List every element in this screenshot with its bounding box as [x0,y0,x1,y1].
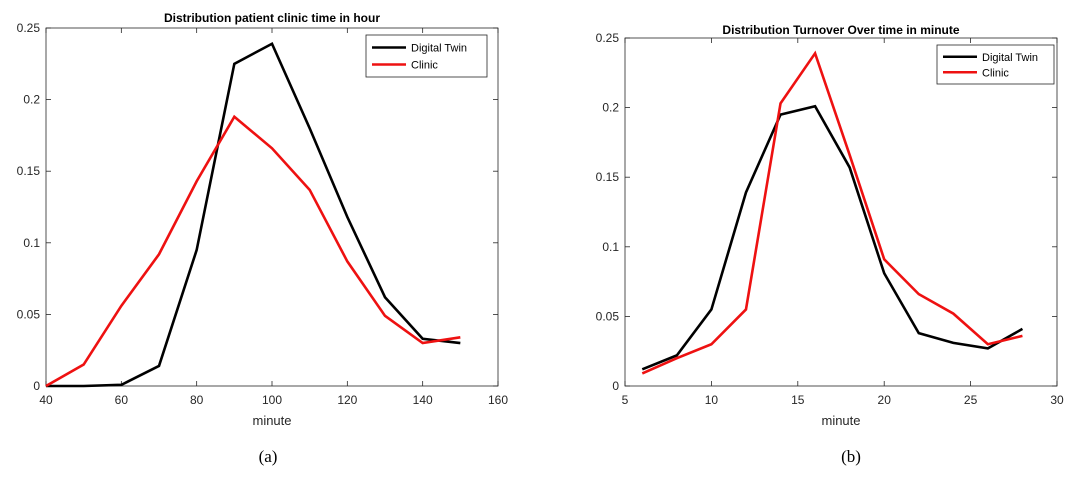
y-tick-label: 0.1 [23,236,40,250]
y-tick-label: 0 [33,379,40,393]
x-tick-label: 25 [964,393,978,407]
chart-panel-b: minute (b) 5 10 15 20 25 30 0 0.05 0.1 0.15 0.2 0.2… [596,23,1064,466]
plot-area [45,27,499,387]
series-line-digital-twin [641,104,1024,371]
legend-entry: Digital Twin [411,43,467,55]
y-tick-label: 0.25 [596,31,620,45]
series-line-clinic [45,114,461,388]
legend-entry: Digital Twin [982,52,1038,64]
legend-entry: Clinic [411,60,438,72]
y-tick-label: 0 [612,379,619,393]
plot-area [624,37,1058,387]
x-tick-label: 5 [622,393,629,407]
x-tick-label: 120 [337,393,357,407]
x-tick-label: 60 [115,393,129,407]
x-tick-label: 20 [878,393,892,407]
x-tick-label: 140 [413,393,433,407]
x-tick-label: 80 [190,393,204,407]
chart-title: Distribution patient clinic time in hour [164,11,380,25]
panel-caption: (a) [259,447,278,466]
y-tick-label: 0.25 [17,21,41,35]
y-tick-label: 0.2 [602,101,619,115]
y-tick-label: 0.05 [17,307,41,321]
legend-box [365,34,488,78]
chart-title: Distribution Turnover Over time in minut… [722,23,959,37]
series-line-clinic [641,50,1023,375]
legend-entry: Clinic [982,67,1009,79]
x-tick-label: 15 [791,393,805,407]
x-axis-label: minute [821,413,860,428]
series-line-digital-twin [46,41,461,388]
x-tick-label: 30 [1050,393,1064,407]
legend: Digital Twin Clinic [365,34,488,78]
y-tick-label: 0.15 [17,164,41,178]
legend: Digital Twin Clinic [936,44,1055,85]
x-tick-label: 160 [488,393,508,407]
y-tick-label: 0.05 [596,309,620,323]
chart-panel-a: minute (a) 40 60 80 100 120 140 160 0 0.05 0.1 0.1… [17,11,509,466]
x-tick-label: 40 [39,393,53,407]
y-tick-label: 0.1 [602,240,619,254]
x-tick-label: 100 [262,393,282,407]
y-tick-label: 0.15 [596,170,620,184]
legend-box [936,44,1055,85]
panel-caption: (b) [841,447,861,466]
y-tick-label: 0.2 [23,93,40,107]
x-axis-label: minute [252,413,291,428]
x-tick-label: 10 [705,393,719,407]
